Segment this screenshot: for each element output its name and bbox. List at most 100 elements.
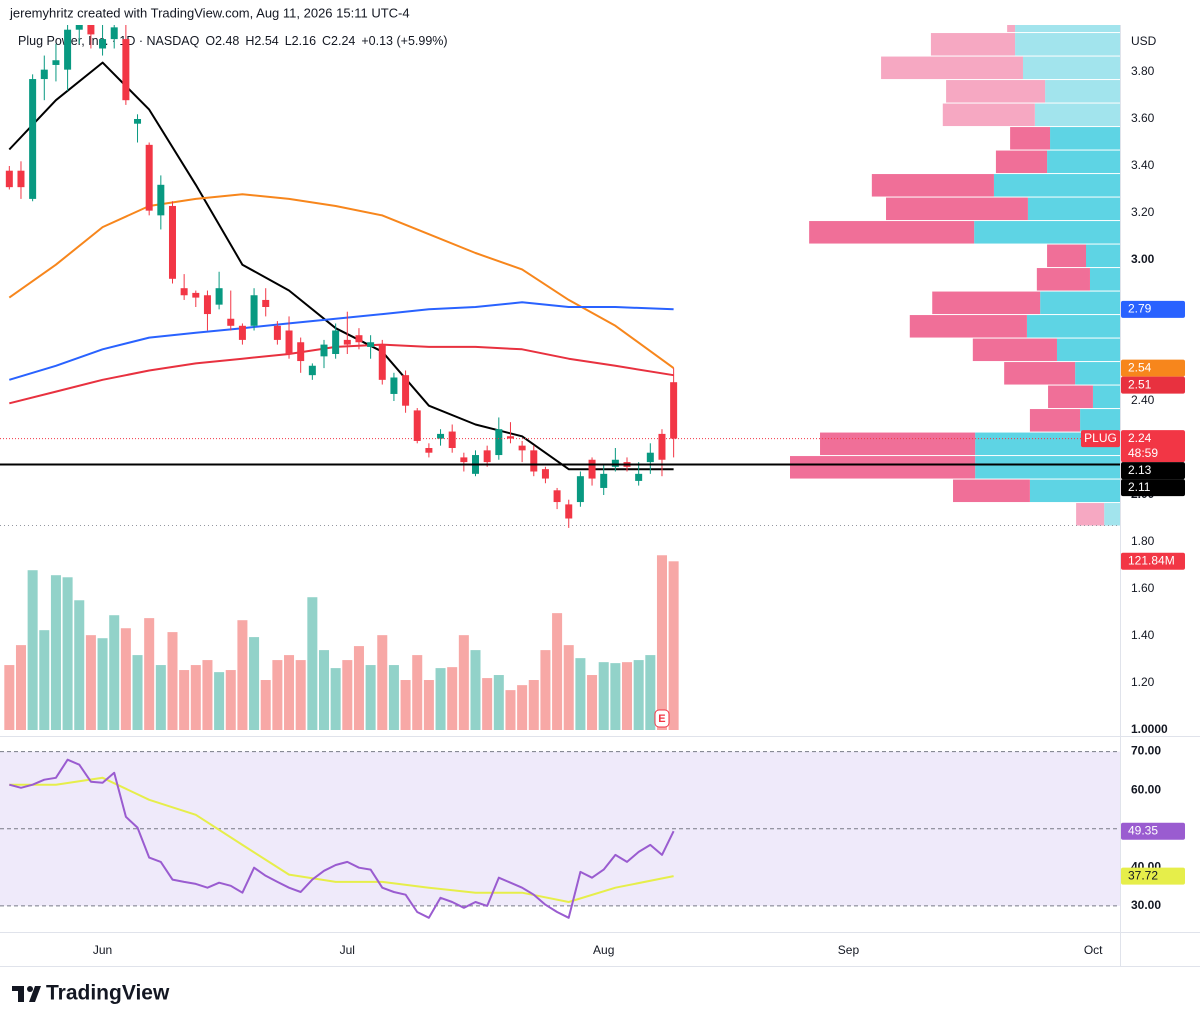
currency: USD	[1131, 34, 1157, 48]
profile-bar	[1076, 503, 1105, 526]
candle-body	[5, 170, 13, 188]
price-layer	[0, 25, 1120, 528]
legend-high: H2.54	[245, 34, 278, 48]
volume-bar	[505, 690, 516, 730]
volume-bar	[85, 635, 96, 730]
candle-body	[168, 205, 176, 279]
price-label-box	[1121, 359, 1185, 377]
candle-body	[541, 469, 549, 479]
price-label-box	[1121, 552, 1185, 570]
volume-bar	[74, 600, 85, 730]
profile-bar	[1080, 409, 1120, 432]
price-label: 2.51	[1128, 377, 1152, 391]
candle-body	[658, 433, 666, 460]
candle-body	[273, 325, 281, 340]
volume-bar	[400, 680, 411, 730]
volume-bar	[330, 668, 341, 730]
y-tick-label: 3.00	[1131, 252, 1155, 266]
volume-bar	[610, 663, 621, 730]
label-layer: 3.803.603.403.203.002.402.001.801.601.40…	[93, 64, 1185, 957]
candle-body	[355, 335, 363, 343]
y-tick-label: 1.0000	[1131, 722, 1168, 736]
volume-bar	[155, 665, 166, 730]
candle-body	[506, 436, 514, 439]
volume-bar	[120, 628, 131, 730]
candle-body	[611, 459, 619, 467]
x-tick-label: Sep	[838, 943, 860, 957]
profile-bar	[809, 221, 975, 244]
profile-bar	[993, 174, 1120, 197]
x-tick-label: Jun	[93, 943, 112, 957]
candle-body	[378, 344, 386, 380]
candle-body	[157, 184, 165, 216]
logo-shape	[18, 986, 24, 1002]
y-tick-label: 70.00	[1131, 744, 1161, 758]
legend-title: Plug Power, Inc. · 1D · NASDAQ	[18, 34, 200, 48]
price-label: 2.79	[1128, 302, 1152, 316]
y-tick-label: 1.20	[1131, 675, 1155, 689]
volume-bar	[668, 561, 679, 730]
profile-bar	[790, 456, 976, 479]
candle-body	[52, 60, 60, 65]
candle-body	[670, 382, 678, 439]
y-tick-label: 60.00	[1131, 782, 1161, 796]
profile-bar	[930, 33, 1016, 56]
volume-bar	[517, 685, 528, 730]
candle-body	[600, 473, 608, 488]
volume-bar	[225, 670, 236, 730]
profile-bar	[886, 197, 1028, 221]
candle-body	[518, 445, 526, 451]
volume-bar	[470, 650, 481, 730]
volume-bar	[622, 662, 633, 730]
candle-body	[192, 292, 200, 298]
y-tick-label: 1.40	[1131, 628, 1155, 642]
profile-bar	[1047, 244, 1087, 268]
candle-body	[308, 365, 316, 376]
volume-bar	[458, 635, 469, 730]
volume-bar	[284, 655, 295, 730]
volume-bar	[272, 660, 283, 730]
profile-bar	[1086, 244, 1120, 268]
profile-bar	[1034, 103, 1120, 127]
candle-body	[553, 490, 561, 503]
volume-bar	[435, 668, 446, 730]
price-label-box	[1121, 479, 1185, 497]
y-tick-label: 1.80	[1131, 534, 1155, 548]
volume-bar	[260, 680, 271, 730]
candle-body	[448, 431, 456, 448]
candle-body	[87, 25, 95, 35]
candle-body	[646, 452, 654, 463]
footer-logo: TradingView	[12, 982, 170, 1005]
candle-body	[285, 330, 293, 354]
candle-body	[437, 433, 445, 439]
price-label: 48:59	[1128, 446, 1158, 460]
rsi-layer	[0, 751, 1120, 919]
candle-body	[460, 457, 468, 463]
candle-body	[297, 342, 305, 362]
line-series	[9, 758, 675, 919]
legend-open: O2.48	[205, 34, 239, 48]
candle-body	[495, 429, 503, 456]
volume-bar	[4, 665, 15, 730]
profile-bar	[1004, 362, 1076, 385]
volume-bar	[447, 667, 458, 730]
volume-bar	[167, 632, 178, 730]
profile-bar	[1047, 150, 1120, 174]
candle-body	[425, 448, 433, 453]
y-tick-label: 30.00	[1131, 898, 1161, 912]
volume-bar	[295, 660, 306, 730]
profile-bar	[1056, 338, 1120, 362]
candle-body	[64, 29, 72, 70]
profile-bar	[953, 479, 1030, 503]
profile-bar	[1089, 268, 1120, 291]
y-tick-label: 3.40	[1131, 158, 1155, 172]
price-label-box	[1121, 822, 1185, 840]
volume-bar	[493, 675, 504, 730]
profile-bar	[946, 80, 1046, 103]
volume-bar	[552, 613, 563, 730]
y-tick-label: 2.40	[1131, 393, 1155, 407]
price-label: 2.11	[1128, 480, 1151, 494]
candle-body	[413, 410, 421, 441]
y-tick-label: 1.60	[1131, 581, 1155, 595]
y-tick-label: 3.80	[1131, 64, 1155, 78]
